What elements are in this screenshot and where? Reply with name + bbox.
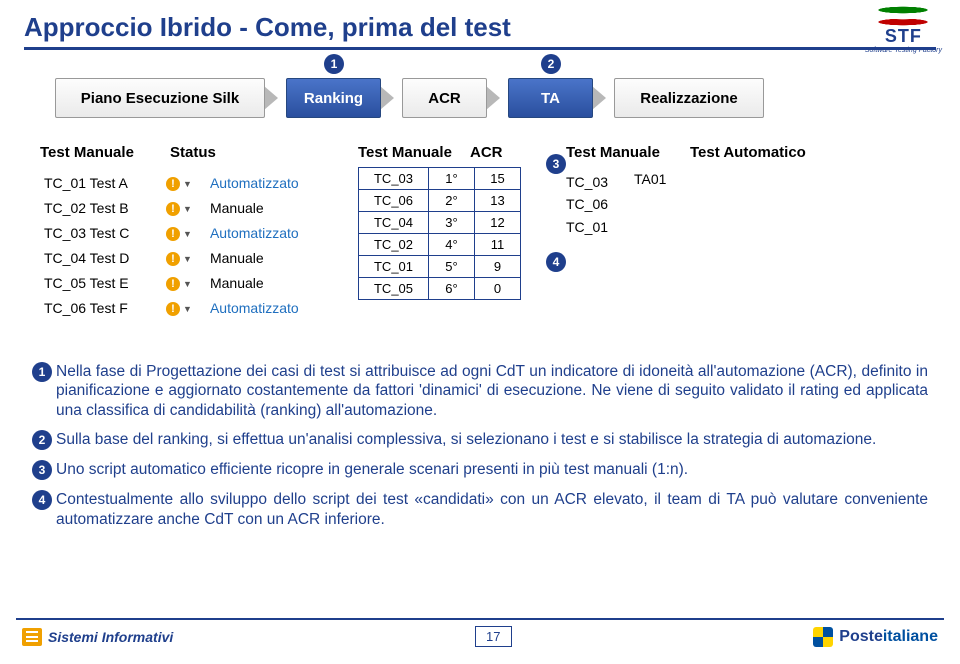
si-text: Sistemi Informativi — [48, 629, 173, 645]
table-row: TC_04 — [359, 212, 429, 234]
badge-2: 2 — [541, 54, 561, 74]
warn-icon: ! — [166, 302, 180, 316]
poste-text: Posteitaliane — [839, 628, 938, 646]
list-item: TC_06 — [566, 193, 608, 215]
para-text: Nella fase di Progettazione dei casi di … — [56, 362, 928, 420]
table-row: TC_03 Test C — [42, 221, 162, 244]
warn-icon: ! — [166, 227, 180, 241]
status-table: TC_01 Test A !▼ AutomatizzatoTC_02 Test … — [40, 169, 340, 321]
flow-box-ranking: Ranking — [286, 78, 381, 118]
warn-icon: ! — [166, 177, 180, 191]
status-value: Manuale — [208, 271, 338, 294]
status-value: Automatizzato — [208, 221, 338, 244]
table-row: TC_02 Test B — [42, 196, 162, 219]
status-value: Manuale — [208, 246, 338, 269]
flow-diagram: Piano Esecuzione Silk 1 Ranking ACR 2 TA… — [55, 78, 764, 118]
col1-head-status: Status — [170, 144, 216, 161]
para-badge: 2 — [32, 430, 52, 450]
badge-1: 1 — [324, 54, 344, 74]
para-text: Uno script automatico efficiente ricopre… — [56, 460, 928, 480]
footer-left: Sistemi Informativi — [22, 628, 173, 646]
badge-4: 4 — [546, 252, 566, 272]
manual-test-list: TC_03TC_06TC_01 — [566, 171, 608, 238]
col1-head-test: Test Manuale — [40, 144, 170, 161]
si-icon — [22, 628, 42, 646]
table-row: TC_05 — [359, 278, 429, 300]
body-paragraphs: 1Nella fase di Progettazione dei casi di… — [32, 362, 928, 539]
col3-head-auto: Test Automatico — [690, 144, 806, 161]
para-badge: 4 — [32, 490, 52, 510]
footer: Sistemi Informativi 17 Posteitaliane — [0, 618, 960, 664]
status-value: Manuale — [208, 196, 338, 219]
flow-box-acr: ACR — [402, 78, 487, 118]
stf-swoosh-icon — [867, 6, 939, 26]
table-row: TC_01 Test A — [42, 171, 162, 194]
arrow-icon — [380, 86, 394, 110]
stf-text: STF — [865, 26, 942, 47]
column-automation: Test Manuale Test Automatico TC_03TC_06T… — [566, 144, 856, 321]
para-badge: 1 — [32, 362, 52, 382]
col2-head-acr: ACR — [470, 144, 526, 161]
footer-brand: Posteitaliane — [813, 627, 938, 647]
para-text: Sulla base del ranking, si effettua un'a… — [56, 430, 928, 450]
flow-box-ta: TA — [508, 78, 593, 118]
list-item: TC_01 — [566, 216, 608, 238]
column-status: Test Manuale Status TC_01 Test A !▼ Auto… — [40, 144, 340, 321]
stf-subtitle: Software Testing Factory — [865, 47, 942, 54]
chevron-down-icon: ▼ — [183, 254, 192, 264]
table-row: TC_02 — [359, 234, 429, 256]
col2-head-test: Test Manuale — [358, 144, 470, 161]
status-value: Automatizzato — [208, 171, 338, 194]
poste-logo-icon — [813, 627, 833, 647]
slide-title: Approccio Ibrido - Come, prima del test — [0, 0, 960, 47]
chevron-down-icon: ▼ — [183, 204, 192, 214]
arrow-icon — [486, 86, 500, 110]
para-badge: 3 — [32, 460, 52, 480]
stf-logo: STF Software Testing Factory — [865, 6, 942, 54]
chevron-down-icon: ▼ — [183, 229, 192, 239]
column-acr: Test Manuale ACR TC_031°15TC_062°13TC_04… — [358, 144, 548, 321]
table-row: TC_01 — [359, 256, 429, 278]
warn-icon: ! — [166, 202, 180, 216]
table-row: TC_03 — [359, 168, 429, 190]
table-row: TC_06 Test F — [42, 296, 162, 319]
acr-table: TC_031°15TC_062°13TC_043°12TC_024°11TC_0… — [358, 167, 521, 300]
badge-3: 3 — [546, 154, 566, 174]
table-row: TC_04 Test D — [42, 246, 162, 269]
status-value: Automatizzato — [208, 296, 338, 319]
list-item: TC_03 — [566, 171, 608, 193]
page-number: 17 — [475, 626, 511, 647]
auto-test-name: TA01 — [634, 171, 666, 238]
table-row: TC_06 — [359, 190, 429, 212]
table-row: TC_05 Test E — [42, 271, 162, 294]
arrow-icon — [264, 86, 278, 110]
title-divider — [24, 47, 936, 50]
flow-box-silk: Piano Esecuzione Silk — [55, 78, 265, 118]
arrow-icon — [592, 86, 606, 110]
chevron-down-icon: ▼ — [183, 304, 192, 314]
col3-head-manual: Test Manuale — [566, 144, 676, 161]
chevron-down-icon: ▼ — [183, 279, 192, 289]
chevron-down-icon: ▼ — [183, 179, 192, 189]
flow-box-real: Realizzazione — [614, 78, 764, 118]
warn-icon: ! — [166, 252, 180, 266]
para-text: Contestualmente allo sviluppo dello scri… — [56, 490, 928, 529]
warn-icon: ! — [166, 277, 180, 291]
